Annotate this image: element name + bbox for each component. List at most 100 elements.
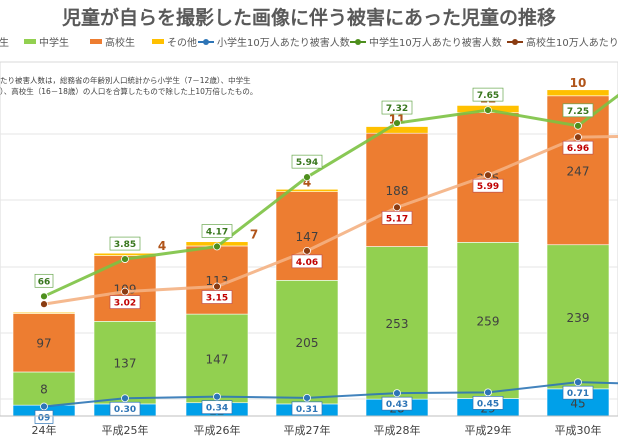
- x-tick-label: 平成27年: [284, 423, 331, 437]
- line-data-label: 4.06: [296, 258, 318, 268]
- line-label-box: [109, 236, 141, 251]
- line-label-box: [381, 396, 413, 411]
- line-label-box: [472, 178, 504, 193]
- line-label-box: [472, 87, 504, 102]
- line-data-label: 3.15: [206, 294, 228, 304]
- series-line: [43, 93, 618, 298]
- line-point: [574, 121, 582, 130]
- bar-data-label: 239: [567, 311, 590, 325]
- line-data-label: 66: [38, 277, 51, 287]
- line-label-box: [201, 224, 233, 238]
- line-label-box: [381, 100, 413, 115]
- line-label-box: [201, 400, 233, 415]
- line-point: [574, 378, 582, 387]
- line-label-box: [109, 401, 141, 416]
- line-data-label: 5.94: [296, 158, 318, 168]
- bar-segment: [365, 246, 429, 400]
- line-data-label: 5.99: [477, 182, 499, 192]
- line-data-label: 3.02: [114, 299, 136, 309]
- bar-segment: [546, 95, 610, 246]
- bar-data-label: 10: [570, 76, 587, 90]
- line-data-label: 4.17: [206, 228, 228, 238]
- legend-marker: [355, 39, 361, 45]
- series-line: [43, 381, 618, 408]
- line-data-label: 0.45: [477, 399, 499, 409]
- legend-label: その他: [167, 36, 197, 49]
- line-data-label: 09: [38, 413, 51, 423]
- legend-label: 中学生10万人あたり被害人数: [369, 36, 502, 49]
- bar-segment: [275, 188, 339, 192]
- bar-data-label: 7: [250, 228, 258, 242]
- bar-segment: [365, 132, 429, 247]
- bar-segment: [12, 311, 76, 314]
- bar-data-label: 188: [386, 184, 409, 198]
- bar-data-label: 45: [570, 396, 585, 410]
- x-tick-label: 平成30年: [555, 423, 602, 437]
- line-point: [393, 203, 401, 212]
- line-point: [40, 300, 48, 309]
- line-label-box: [562, 140, 594, 155]
- line-data-label: 0.34: [206, 404, 228, 414]
- line-label-box: [291, 154, 323, 169]
- line-label-box: [562, 103, 594, 118]
- bar-segment: [275, 280, 339, 405]
- line-point: [303, 393, 311, 402]
- bar-data-label: 259: [477, 314, 500, 328]
- bar-segment: [546, 244, 610, 390]
- bar-data-label: 253: [386, 317, 409, 331]
- line-point: [393, 389, 401, 398]
- line-data-label: 0.30: [114, 405, 136, 415]
- line-label-box: [109, 295, 141, 309]
- line-point: [121, 255, 129, 263]
- chart-note: ）、高校生（16－18歳）の人口を合算したもので除した上10万倍したもの。: [0, 86, 257, 96]
- bar-data-label: 8: [40, 383, 48, 397]
- line-data-label: 6.96: [567, 144, 589, 154]
- line-label-box: [562, 385, 594, 400]
- legend-label: 小学生10万人あたり被害人数: [217, 36, 350, 49]
- line-point: [213, 392, 221, 401]
- legend-swatch: [152, 39, 164, 44]
- line-point: [574, 133, 582, 142]
- line-point: [484, 388, 492, 397]
- line-data-label: 7.32: [386, 104, 408, 114]
- line-point: [303, 173, 311, 182]
- x-tick-label: 平成28年: [374, 423, 421, 437]
- line-point: [213, 282, 221, 291]
- line-label-box: [472, 396, 504, 410]
- line-point: [213, 242, 221, 251]
- line-label-box: [291, 254, 323, 269]
- bar-segment: [546, 89, 610, 97]
- bar-data-label: 97: [36, 337, 51, 351]
- x-tick-label: 24年: [32, 423, 57, 437]
- legend-swatch: [24, 39, 36, 44]
- bar-segment: [456, 242, 520, 399]
- line-point: [484, 106, 492, 115]
- bar-data-label: 147: [296, 230, 319, 244]
- chart-title: 児童が自らを撮影した画像に伴う被害にあった児童の推移: [61, 6, 556, 29]
- bar-data-label: 247: [567, 164, 590, 178]
- bar-data-label: 137: [114, 357, 137, 371]
- line-data-label: 5.17: [386, 214, 408, 224]
- legend-swatch: [90, 39, 102, 44]
- line-label-box: [34, 410, 54, 424]
- legend-marker: [203, 39, 209, 45]
- line-point: [121, 287, 129, 296]
- x-tick-label: 平成25年: [102, 423, 149, 437]
- line-data-label: 0.31: [296, 405, 318, 415]
- x-tick-label: 平成29年: [465, 423, 512, 437]
- line-data-label: 0.43: [386, 400, 408, 410]
- bar-segment: [12, 371, 76, 406]
- legend-label: 学生: [0, 36, 9, 49]
- bar-data-label: 4: [158, 239, 166, 253]
- line-point: [121, 394, 129, 403]
- bar-segment: [93, 321, 157, 405]
- x-tick-label: 平成26年: [194, 423, 241, 437]
- legend-label: 高校生10万人あたり被: [526, 36, 618, 49]
- line-point: [303, 246, 311, 255]
- line-point: [393, 119, 401, 127]
- line-point: [40, 402, 48, 411]
- line-point: [40, 292, 48, 301]
- chart-note: たり被害人数は，総務省の年齢別人口統計から小学生（7－12歳）、中学生: [0, 75, 251, 85]
- legend-marker: [512, 39, 518, 45]
- legend-label: 高校生: [105, 36, 135, 49]
